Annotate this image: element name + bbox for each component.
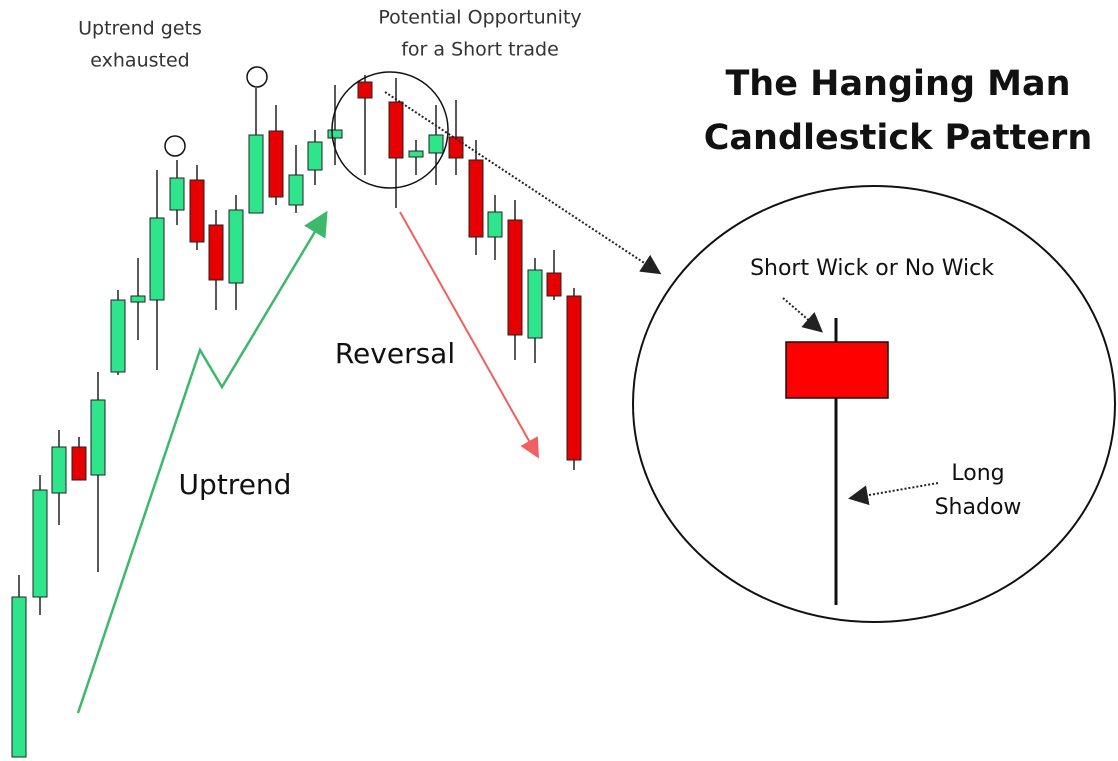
title: Candlestick Pattern [704,118,1093,158]
candle-body [408,150,424,158]
candle-body [130,295,146,303]
title: The Hanging Man [725,64,1070,104]
candle-body [357,81,373,99]
candle-body [566,295,582,461]
highlight-circle [331,71,449,189]
candle-body [327,129,343,139]
annotation: Short Wick or No Wick [750,256,994,281]
candle-body [11,596,27,758]
candle-body [208,224,224,281]
candle-body [288,174,304,206]
annotation: Reversal [335,337,455,370]
candle-body [32,489,48,598]
candle-body [228,209,244,284]
uptrend-arrow [76,210,328,714]
pointer-arrow [782,297,824,333]
marker-circle [246,66,268,88]
candle-body [149,217,165,301]
annotation: for a Short trade [401,39,559,61]
zoom-body [785,341,889,399]
candle-body [189,179,205,243]
candle-body [268,130,284,198]
annotation: Uptrend gets [78,18,202,40]
annotation: Shadow [935,495,1022,520]
marker-circle [164,135,186,157]
annotation: exhausted [90,50,189,72]
candle-body [388,101,404,159]
candle-body [71,446,87,481]
pointer-arrow [848,482,939,506]
candle-body [307,141,323,171]
annotation: Long [951,461,1004,486]
candle-body [248,134,264,214]
candle-body [546,272,562,297]
candle-body [507,219,523,336]
candle-body [448,136,464,159]
candle-body [527,269,543,339]
candle-body [428,134,444,154]
reversal-arrow [399,211,539,459]
candles [11,75,582,758]
candle-body [169,177,185,211]
zoom-circle [632,185,1116,623]
candle-body [487,211,503,238]
annotation: Uptrend [179,468,292,501]
candle-body [90,399,106,476]
pointer-arrow [384,91,662,275]
candle-body [468,159,484,238]
candle-body [51,446,67,494]
candle-body [110,299,126,373]
annotation: Potential Opportunity [378,7,581,29]
